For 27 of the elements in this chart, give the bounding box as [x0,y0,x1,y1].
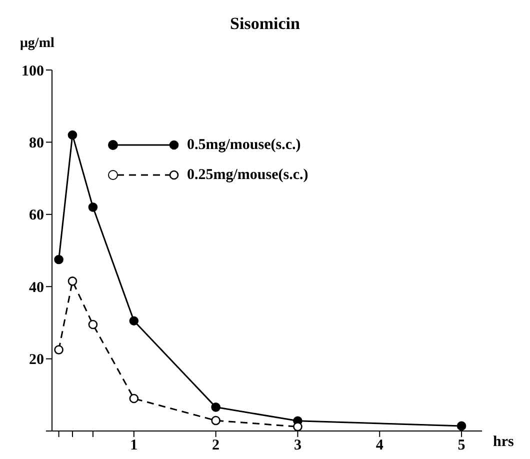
point [211,416,220,426]
y-axis-title: μg/ml [20,36,54,52]
y-tick-label: 80 [29,136,44,152]
point [211,402,220,412]
point [68,130,78,140]
legend-label: 0.25mg/mouse(s.c.) [187,166,308,184]
y-tick-label: 60 [29,208,44,224]
y-tick-label: 20 [29,352,44,368]
point [88,320,98,330]
point [456,421,466,431]
point [68,276,78,286]
x-axis-title: hrs [493,434,514,451]
point [129,316,139,326]
legend-label: 0.5mg/mouse(s.c.) [187,136,301,154]
point [54,254,64,264]
point [88,202,98,212]
x-tick-label: 1 [130,438,138,454]
point [293,422,302,431]
chart-title: Sisomicin [229,14,301,34]
y-tick-label: 100 [22,63,44,80]
x-tick-label: 4 [376,438,384,454]
x-tick-label: 2 [212,438,220,454]
x-tick-label: 3 [294,438,302,454]
point [129,394,139,404]
y-tick-label: 40 [29,280,44,296]
point [54,345,64,354]
x-tick-label: 5 [458,438,466,454]
